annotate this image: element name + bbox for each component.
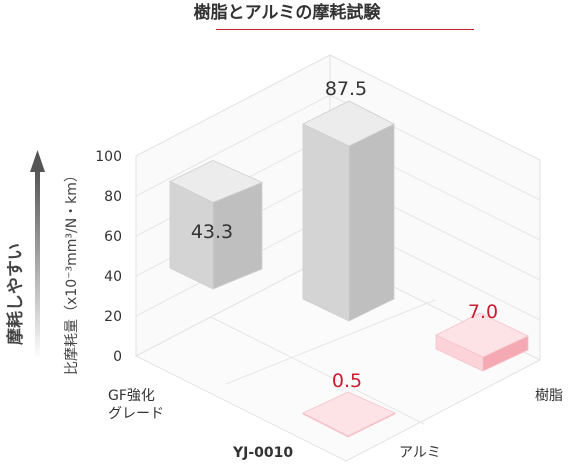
value-label-yj: 87.5 bbox=[325, 78, 367, 100]
bar-yj-jushi-front bbox=[302, 123, 350, 322]
y-tick-label: 60 bbox=[104, 229, 122, 245]
bar-yj-alumi bbox=[302, 391, 396, 438]
gridline-back-0 bbox=[135, 254, 331, 357]
bars bbox=[169, 100, 529, 438]
trend-arrow-head bbox=[30, 150, 45, 172]
y-tick-label: 0 bbox=[113, 349, 122, 365]
category-label-yj: YJ-0010 bbox=[232, 445, 293, 461]
category-label-gf-1: GF強化 bbox=[108, 388, 155, 404]
y-tick-labels: 0 20 40 60 80 100 bbox=[95, 149, 122, 365]
bar-yj-jushi-top bbox=[302, 100, 395, 147]
gridline-back-4 bbox=[135, 94, 331, 197]
floor-line-2 bbox=[225, 299, 436, 385]
category-label-jushi: 樹脂 bbox=[535, 388, 563, 404]
side-label: 摩耗しやすい bbox=[5, 243, 26, 345]
y-tick-label: 40 bbox=[104, 269, 122, 285]
value-label-jushi: 7.0 bbox=[468, 301, 498, 323]
bar-extra-jushi bbox=[435, 312, 529, 372]
bar-extra-jushi-top bbox=[435, 312, 529, 358]
y-tick-label: 80 bbox=[104, 189, 122, 205]
gridline-back-5 bbox=[135, 54, 331, 157]
y-axis-label: 比摩耗量（x10⁻³mm³/N・km） bbox=[63, 168, 80, 375]
y-tick-label: 100 bbox=[95, 149, 122, 165]
bar-gf-jushi-top bbox=[169, 159, 264, 203]
bar-gf-jushi bbox=[169, 159, 264, 290]
bar-yj-jushi bbox=[302, 100, 395, 322]
y-tick-label: 20 bbox=[104, 309, 122, 325]
bar-yj-jushi-side bbox=[348, 123, 395, 322]
gridline-right-5 bbox=[329, 54, 541, 161]
title-underline bbox=[216, 29, 474, 30]
value-label-alumi: 0.5 bbox=[332, 370, 362, 392]
trend-arrow-shaft bbox=[35, 170, 40, 360]
category-label-alumi: アルミ bbox=[399, 445, 441, 461]
category-label-gf-2: グレード bbox=[108, 406, 164, 422]
bar-yj-alumi-top bbox=[302, 391, 396, 437]
value-label-gf: 43.3 bbox=[191, 221, 233, 243]
chart-title: 樹脂とアルミの摩耗試験 bbox=[193, 3, 381, 23]
floor-line-1 bbox=[210, 316, 425, 425]
